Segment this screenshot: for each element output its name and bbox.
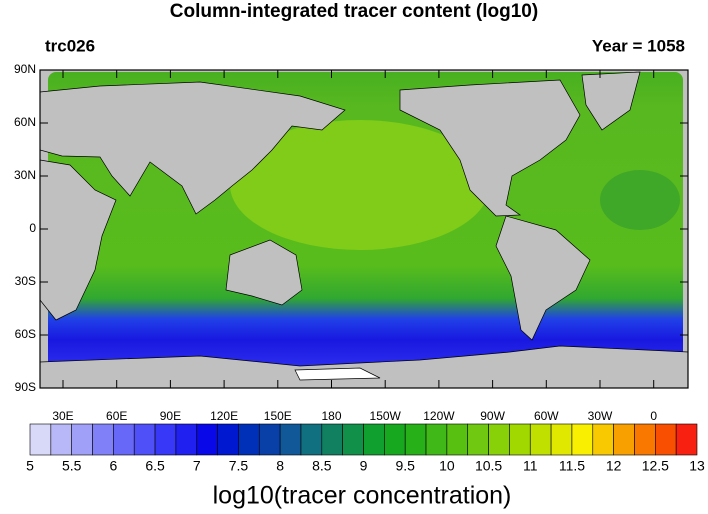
colorbar-tick-label: 10 — [439, 458, 455, 474]
ice-shelf — [294, 367, 381, 381]
lon-label: 120E — [210, 409, 238, 423]
lon-label: 30W — [588, 409, 613, 423]
north-america — [399, 79, 581, 217]
colorbar-box — [29, 423, 52, 456]
colorbar-box — [467, 423, 489, 456]
lon-label: 150W — [370, 409, 402, 423]
eurasia — [39, 81, 346, 215]
colorbar-box — [196, 423, 218, 456]
right-label: Year = 1058 — [592, 36, 685, 55]
lat-label: 90S — [15, 380, 36, 394]
lat-label: 60S — [15, 327, 36, 341]
colorbar-box — [113, 423, 135, 456]
colorbar-box — [258, 423, 281, 456]
lon-label: 60E — [106, 409, 127, 423]
colorbar-tick-label: 5 — [26, 458, 34, 474]
lon-label: 150E — [264, 409, 292, 423]
colorbar-box — [509, 423, 531, 456]
colorbar-tick-label: 9.5 — [395, 458, 415, 474]
colorbar-box — [613, 423, 635, 456]
lon-labels: 30E 60E 90E 120E 150E 180 150W 120W 90W 60W 30W 0 — [52, 70, 657, 423]
colorbar-tick-label: 11.5 — [559, 458, 585, 474]
lon-label: 90W — [480, 409, 505, 423]
lon-label: 0 — [650, 409, 657, 423]
colorbar-tick-label: 12.5 — [642, 458, 669, 474]
colorbar-box — [71, 423, 93, 456]
lat-label: 30N — [14, 168, 36, 182]
south-america — [495, 215, 591, 341]
colorbar-box — [217, 423, 239, 456]
colorbar-box — [363, 423, 385, 456]
colorbar-box — [92, 423, 114, 456]
map — [39, 69, 689, 389]
lon-label: 180 — [321, 409, 341, 423]
colorbar-tick-label: 11 — [523, 458, 538, 474]
colorbar-box — [154, 423, 177, 456]
atlantic-low — [600, 170, 680, 230]
greenland — [581, 71, 641, 131]
colorbar-box — [342, 423, 364, 456]
colorbar-box — [675, 423, 698, 456]
colorbar-box — [321, 423, 343, 456]
colorbar-box — [404, 423, 427, 456]
colorbar-tick-label: 12 — [606, 458, 622, 474]
colorbar-box — [300, 423, 323, 456]
colorbar-title: log10(tracer concentration) — [213, 482, 512, 510]
colorbar-tick-label: 13 — [689, 458, 705, 474]
lat-labels: 90N 60N 30N 0 30S 60S 90S — [14, 62, 688, 394]
lat-label: 90N — [14, 62, 36, 76]
lat-label: 0 — [29, 221, 36, 235]
colorbar-tick-label: 7 — [193, 458, 201, 474]
africa — [39, 159, 117, 321]
lat-label: 30S — [15, 274, 36, 288]
colorbar-box — [425, 423, 448, 456]
colorbar-tick-label: 6.5 — [145, 458, 165, 474]
colorbar-box — [279, 423, 302, 456]
colorbar: 5 5.5 6 6.5 7 7.5 8 8.5 9 9.5 10 10.5 11 11.5 12 12.5 13 — [26, 423, 705, 474]
colorbar-box — [550, 423, 573, 456]
colorbar-tick-label: 8.5 — [312, 458, 332, 474]
colorbar-tick-label: 6 — [109, 458, 117, 474]
australia — [225, 239, 303, 306]
colorbar-box — [133, 423, 156, 456]
colorbar-tick-label: 8 — [276, 458, 284, 474]
left-label: trc026 — [45, 36, 95, 55]
lon-label: 90E — [160, 409, 181, 423]
colorbar-box — [488, 423, 510, 456]
lon-label: 120W — [423, 409, 455, 423]
colorbar-box — [634, 423, 656, 456]
colorbar-box — [571, 423, 594, 456]
colorbar-box — [50, 423, 72, 456]
lon-label: 60W — [534, 409, 559, 423]
colorbar-box — [655, 423, 677, 456]
colorbar-box — [529, 423, 552, 456]
colorbar-box — [446, 423, 469, 456]
pacific-high — [230, 120, 490, 250]
title: Column-integrated tracer content (log10) — [170, 1, 538, 22]
colorbar-box — [175, 423, 198, 456]
lon-label: 30E — [52, 409, 73, 423]
colorbar-tick-label: 7.5 — [229, 458, 249, 474]
colorbar-tick-label: 10.5 — [475, 458, 502, 474]
colorbar-tick-label: 5.5 — [62, 458, 82, 474]
colorbar-box — [592, 423, 614, 456]
colorbar-box — [238, 423, 260, 456]
lat-label: 60N — [14, 115, 36, 129]
colorbar-box — [384, 423, 406, 456]
colorbar-tick-label: 9 — [360, 458, 368, 474]
